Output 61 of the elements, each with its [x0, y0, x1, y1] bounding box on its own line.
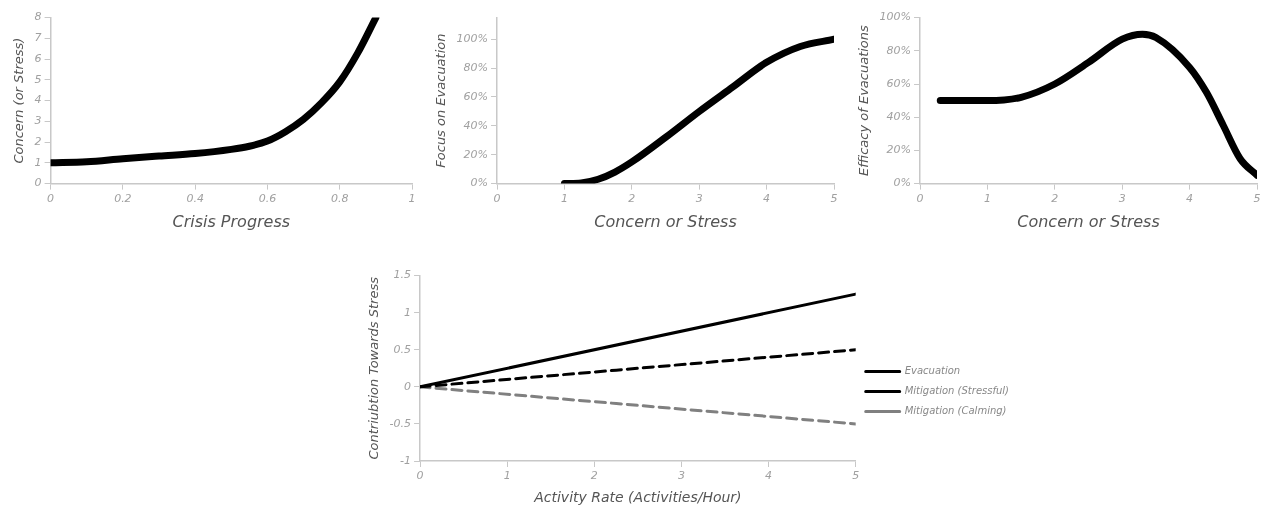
x-tick-label: 4 — [1186, 192, 1194, 206]
x-axis-title: Concern or Stress — [1017, 211, 1160, 231]
y-tick-label: 5 — [34, 72, 42, 86]
y-axis-title: Focus on Evacuation — [433, 33, 449, 168]
y-tick-label: 100% — [879, 10, 912, 24]
x-tick-label: 3 — [677, 469, 685, 483]
x-tick-label: 3 — [695, 192, 703, 206]
y-tick-label: 100% — [456, 32, 489, 46]
y-tick-label: 20% — [463, 147, 489, 161]
x-tick-label: 1 — [560, 192, 568, 206]
x-axis-title: Concern or Stress — [594, 211, 737, 231]
x-tick-label: 3 — [1118, 192, 1126, 206]
x-tick-label: 5 — [852, 469, 860, 483]
y-tick-label: -0.5 — [389, 416, 412, 430]
legend-label: Evacuation — [904, 365, 961, 377]
x-tick-label: 2 — [590, 469, 598, 483]
x-tick-label: 4 — [763, 192, 771, 206]
y-tick-label: 1 — [34, 155, 42, 169]
x-tick-label: 0 — [416, 469, 424, 483]
y-tick-label: 0 — [404, 379, 412, 393]
y-tick-label: 0% — [893, 176, 912, 190]
x-tick-label: 2 — [1051, 192, 1059, 206]
x-tick-label: 0.4 — [186, 192, 204, 206]
x-tick-label: 2 — [628, 192, 636, 206]
y-tick-label: 20% — [886, 143, 912, 157]
x-tick-label: 5 — [830, 192, 838, 206]
x-tick-label: 0.6 — [258, 192, 277, 206]
y-tick-label: 8 — [34, 10, 42, 24]
y-tick-label: 7 — [34, 31, 42, 45]
x-tick-label: 1 — [503, 469, 511, 483]
y-tick-label: 1 — [404, 305, 412, 319]
y-tick-label: 80% — [463, 60, 489, 74]
x-tick-label: 4 — [765, 469, 773, 483]
y-tick-label: 2 — [34, 134, 42, 148]
y-axis-title: Contriubtion Towards Stress — [366, 276, 382, 460]
y-tick-label: 80% — [886, 43, 912, 57]
x-tick-label: 1 — [983, 192, 991, 206]
y-tick-label: 3 — [34, 114, 42, 128]
y-axis-title: Efficacy of Evacuations — [856, 24, 872, 177]
y-tick-label: 0% — [470, 176, 489, 190]
y-tick-label: 0 — [34, 176, 42, 190]
y-tick-label: 1.5 — [393, 268, 412, 282]
x-tick-label: 0.8 — [330, 192, 349, 206]
x-tick-label: 0.2 — [114, 192, 132, 206]
y-tick-label: 60% — [886, 76, 912, 90]
y-tick-label: 6 — [34, 51, 42, 65]
y-tick-label: 60% — [463, 89, 489, 103]
x-tick-label: 0 — [916, 192, 924, 206]
x-axis-title: Crisis Progress — [172, 211, 291, 231]
x-tick-label: 0 — [493, 192, 501, 206]
legend-label: Mitigation (Stressful) — [904, 385, 1010, 397]
x-tick-label: 0 — [47, 192, 55, 206]
y-tick-label: 4 — [34, 93, 42, 107]
y-tick-label: 40% — [463, 118, 489, 132]
x-axis-title: Activity Rate (Activities/Hour) — [533, 489, 742, 506]
legend-label: Mitigation (Calming) — [904, 405, 1007, 417]
y-tick-label: 40% — [886, 110, 912, 124]
y-axis-title: Concern (or Stress) — [11, 37, 27, 164]
x-tick-label: 5 — [1253, 192, 1261, 206]
y-tick-label: -1 — [400, 453, 412, 467]
y-tick-label: 0.5 — [393, 342, 412, 356]
